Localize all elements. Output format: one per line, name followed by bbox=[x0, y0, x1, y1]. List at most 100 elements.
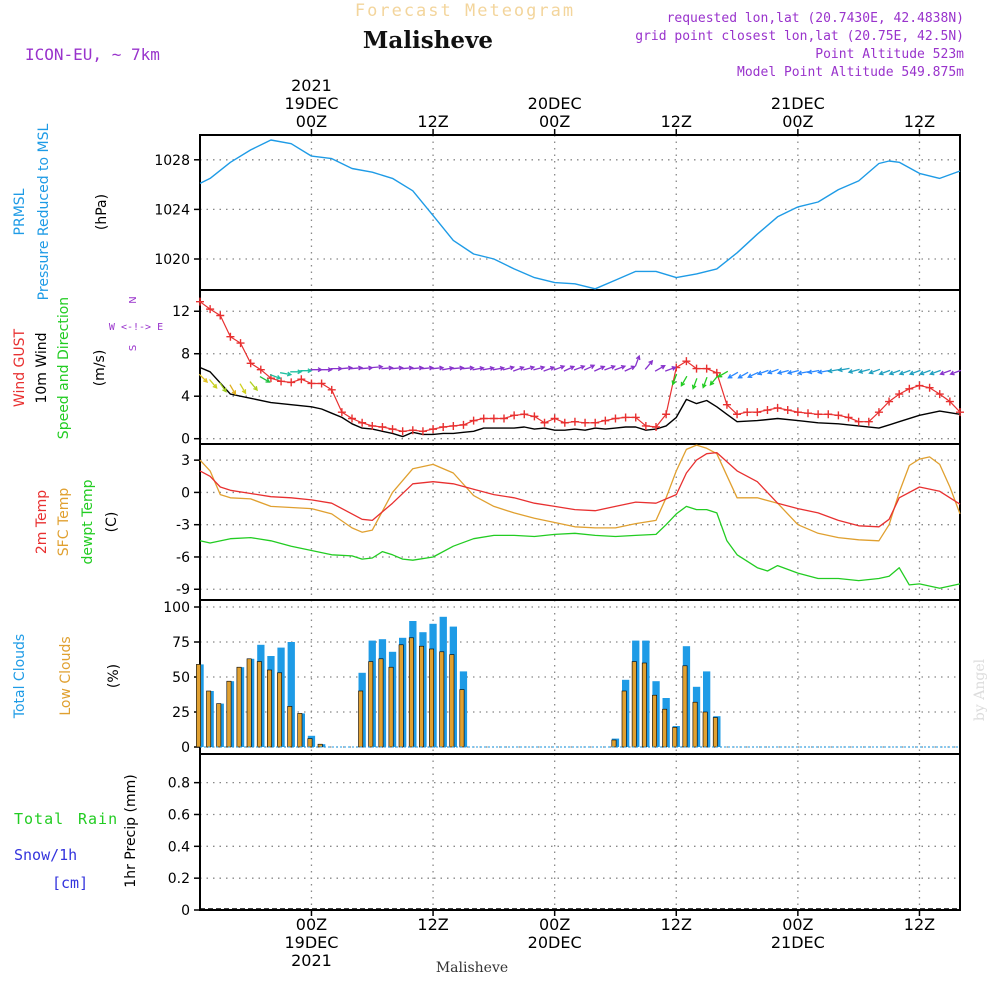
wind-direction-arrow bbox=[350, 365, 364, 371]
top-time-label: 21DEC bbox=[771, 94, 825, 113]
total-cloud-bar bbox=[287, 642, 295, 747]
bottom-time-label: 12Z bbox=[904, 915, 935, 934]
top-time-label: 12Z bbox=[417, 112, 448, 131]
gust-marker bbox=[652, 423, 660, 432]
wind-direction-arrow bbox=[573, 364, 586, 371]
gust-marker bbox=[368, 421, 377, 430]
wind-direction-arrow bbox=[847, 368, 860, 374]
wind-direction-arrow bbox=[756, 369, 769, 376]
wind-direction-arrow bbox=[320, 367, 333, 373]
gust-marker bbox=[773, 403, 782, 412]
wind-direction-arrow bbox=[209, 379, 218, 389]
low-cloud-bar bbox=[266, 669, 272, 748]
y-tick-label: 0.8 bbox=[168, 776, 190, 792]
bottom-time-label: 00Z bbox=[782, 915, 813, 934]
wind-direction-arrow bbox=[737, 371, 749, 379]
low-cloud-bar bbox=[662, 708, 668, 748]
temp-2m-line bbox=[199, 451, 961, 528]
gust-marker bbox=[216, 311, 225, 320]
gust-marker bbox=[348, 414, 356, 423]
panel-frame bbox=[199, 289, 961, 445]
low-cloud-bar bbox=[206, 690, 212, 748]
bottom-time-label: 19DEC bbox=[284, 933, 338, 952]
prmsl-label: PRMSL bbox=[12, 188, 28, 235]
wind-direction-arrow bbox=[583, 364, 596, 371]
gust-marker bbox=[631, 413, 640, 422]
gust-marker bbox=[287, 378, 296, 387]
gust-marker bbox=[449, 421, 458, 430]
low-cloud-bar bbox=[368, 661, 374, 748]
rain-label: Rain bbox=[78, 810, 118, 828]
wind-direction-arrow bbox=[290, 369, 303, 375]
low-cloud-bar bbox=[297, 713, 303, 748]
gust-marker bbox=[530, 412, 539, 421]
wind-direction-arrow bbox=[512, 366, 525, 372]
gust-marker bbox=[804, 409, 812, 418]
gust-marker bbox=[358, 418, 367, 427]
gust-marker bbox=[378, 423, 387, 432]
gust-marker bbox=[581, 418, 590, 427]
compass-north: N bbox=[128, 296, 139, 303]
y-tick-label: -3 bbox=[176, 518, 190, 534]
gust-marker bbox=[540, 418, 549, 427]
gust-marker bbox=[956, 408, 964, 417]
gust-marker bbox=[226, 332, 235, 341]
y-tick-label: 0.6 bbox=[168, 807, 190, 823]
bottom-time-label: 21DEC bbox=[771, 933, 825, 952]
wind-direction-arrow bbox=[898, 369, 911, 376]
low-cloud-bar bbox=[277, 672, 282, 748]
point-altitude: Point Altitude 523m bbox=[815, 47, 964, 62]
gust-marker bbox=[905, 384, 914, 393]
wind-direction-arrow bbox=[279, 371, 293, 377]
low-cloud-bar bbox=[418, 645, 424, 748]
wind-direction-arrow bbox=[523, 365, 536, 371]
top-time-label: 2021 bbox=[291, 76, 332, 95]
top-time-label: 00Z bbox=[539, 112, 570, 131]
low-cloud-bar bbox=[611, 739, 617, 748]
wind-direction-arrow bbox=[939, 369, 952, 376]
gust-marker bbox=[469, 416, 478, 425]
wind-direction-arrow bbox=[929, 369, 941, 376]
pressure-msl-label: Pressure Reduced to MSL bbox=[36, 123, 52, 300]
footer-location: Malisheve bbox=[436, 960, 508, 976]
top-time-label: 12Z bbox=[904, 112, 935, 131]
top-time-label: 12Z bbox=[661, 112, 692, 131]
gust-marker bbox=[418, 427, 427, 436]
y-tick-label: 0 bbox=[181, 903, 190, 919]
wind-direction-arrow bbox=[796, 370, 810, 376]
panel-frame bbox=[199, 753, 961, 911]
low-cloud-bar bbox=[378, 658, 384, 748]
percent-unit-label: (%) bbox=[106, 664, 122, 688]
wind-direction-arrow bbox=[868, 368, 881, 375]
low-cloud-bar bbox=[256, 661, 262, 748]
wind-direction-arrow bbox=[462, 365, 475, 371]
gust-marker bbox=[844, 413, 853, 422]
gust-marker bbox=[925, 383, 934, 392]
gust-marker bbox=[935, 390, 944, 399]
dewpt-temp-label: dewpt Temp bbox=[80, 479, 96, 564]
wind-direction-arrow bbox=[701, 376, 708, 389]
low-cloud-bar bbox=[459, 689, 465, 748]
gust-marker bbox=[722, 400, 731, 409]
gust-marker bbox=[753, 408, 762, 417]
pressure-line bbox=[199, 139, 961, 290]
gust-marker bbox=[206, 305, 215, 314]
wind-gust-label: Wind GUST bbox=[12, 328, 28, 407]
low-cloud-bar bbox=[358, 690, 364, 748]
y-tick-label: 1024 bbox=[154, 202, 190, 218]
gust-marker bbox=[337, 408, 346, 417]
gust-marker bbox=[398, 427, 407, 436]
gust-marker bbox=[915, 381, 924, 390]
snow-label: Snow/1h bbox=[14, 846, 77, 864]
gust-marker bbox=[783, 406, 792, 415]
y-tick-label: 0 bbox=[181, 485, 190, 501]
y-tick-label: -9 bbox=[176, 582, 190, 598]
wind-direction-arrow bbox=[401, 365, 414, 371]
forecast-title: Forecast Meteogram bbox=[355, 1, 575, 21]
wind-direction-arrow bbox=[949, 369, 962, 376]
gust-marker bbox=[256, 365, 265, 374]
gust-marker bbox=[236, 339, 245, 348]
gust-marker bbox=[560, 418, 569, 427]
gust-marker bbox=[682, 357, 691, 366]
gust-marker bbox=[500, 414, 508, 423]
